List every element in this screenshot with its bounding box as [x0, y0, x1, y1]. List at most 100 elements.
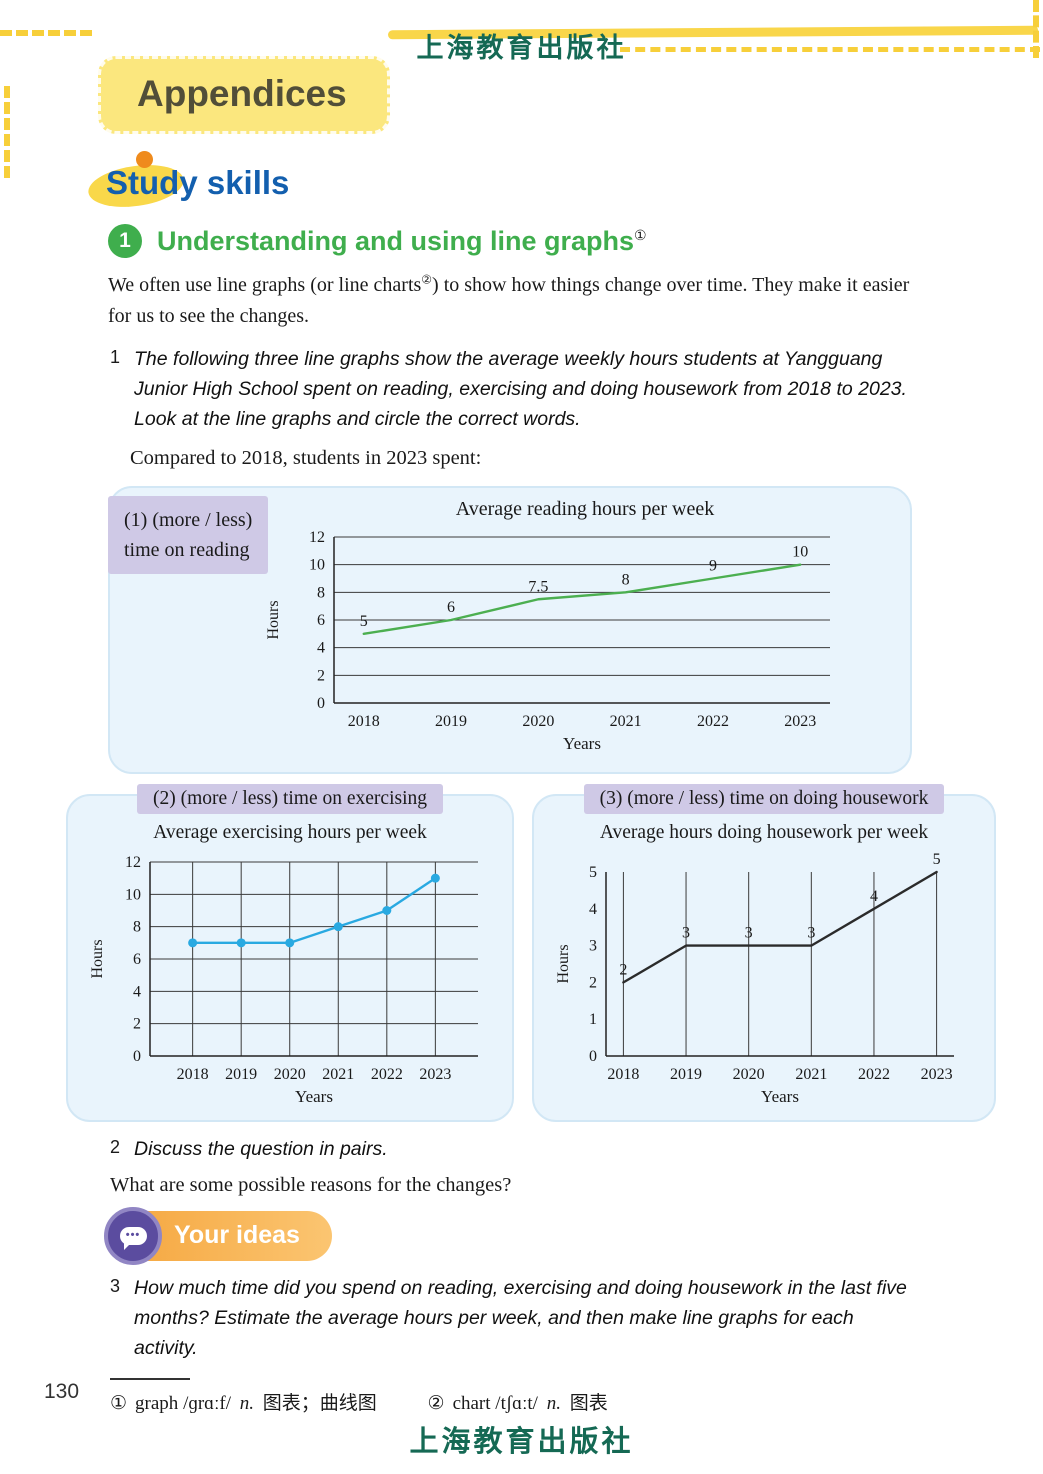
svg-text:2019: 2019	[670, 1066, 702, 1083]
svg-text:10: 10	[125, 886, 141, 903]
decorative-dash-top-left	[0, 30, 92, 36]
task-3-number: 3	[110, 1275, 121, 1296]
option-label-reading-line1: (1) (more / less)	[124, 508, 253, 531]
svg-text:3: 3	[807, 924, 815, 941]
svg-text:2022: 2022	[371, 1066, 403, 1083]
svg-text:9: 9	[709, 557, 717, 574]
svg-text:8: 8	[133, 918, 141, 935]
svg-text:5: 5	[360, 612, 368, 629]
footnote-chart: ② chart /tʃɑːt/ n. 图表	[428, 1393, 608, 1414]
footnote-graph-ipa: /ɡrɑːf/	[183, 1392, 231, 1414]
footnote-chart-meaning: 图表	[569, 1392, 608, 1414]
decorative-dash-left	[4, 86, 10, 178]
svg-text:2021: 2021	[795, 1066, 827, 1083]
exercising-chart-title: Average exercising hours per week	[153, 821, 427, 843]
task-2-number: 2	[110, 1136, 121, 1157]
housework-line-chart: 0 1 2 3 4 5 2018 2019 2020 2021 2022 2023 2 3 3 3 4 5 Hour…	[534, 846, 994, 1108]
svg-text:0: 0	[133, 1048, 141, 1065]
svg-text:6: 6	[447, 599, 455, 616]
task-3: 3 How much time did you spend on reading…	[110, 1273, 922, 1364]
footnote-marker-1: ①	[634, 226, 647, 243]
footnote-chart-marker: ②	[427, 1392, 445, 1414]
page-number: 130	[44, 1380, 80, 1403]
housework-chart-panel: (3) (more / less) time on doing housewor…	[532, 783, 996, 1122]
svg-text:7.5: 7.5	[528, 578, 548, 595]
task-2-instruction: Discuss the question in pairs.	[134, 1137, 388, 1160]
svg-text:2: 2	[317, 667, 325, 684]
footnotes: ① graph /ɡrɑːf/ n. 图表；曲线图 ② chart /tʃɑːt/ …	[110, 1388, 1043, 1415]
publisher-watermark-bottom: 上海教育出版社	[409, 1426, 634, 1458]
task-2-question: What are some possible reasons for the c…	[110, 1173, 512, 1196]
appendices-label: Appendices	[137, 73, 347, 114]
svg-text:6: 6	[317, 612, 325, 629]
charts-row: (2) (more / less) time on exercising Ave…	[66, 783, 1043, 1122]
svg-text:0: 0	[589, 1048, 597, 1065]
svg-text:5: 5	[933, 851, 941, 868]
svg-text:2022: 2022	[858, 1066, 890, 1083]
svg-text:Hours: Hours	[265, 600, 282, 639]
footnote-graph-word: graph	[135, 1392, 179, 1414]
svg-text:2020: 2020	[733, 1066, 765, 1083]
svg-text:2023: 2023	[921, 1066, 953, 1083]
svg-text:2: 2	[133, 1015, 141, 1032]
svg-text:2018: 2018	[348, 713, 380, 730]
section-title: Study skills	[106, 151, 290, 201]
task-3-instruction: How much time did you spend on reading, …	[134, 1276, 907, 1360]
footnote-marker-2: ②	[421, 272, 433, 287]
svg-text:8: 8	[317, 584, 325, 601]
svg-text:10: 10	[309, 556, 325, 573]
exercising-line-chart: 0 2 4 6 8 10 12 2018 2019 2020 2021 2022 2023 Hours Ye…	[68, 846, 512, 1108]
footnote-chart-ipa: /tʃɑːt/	[495, 1392, 538, 1414]
chat-bubbles-icon: •••	[104, 1206, 162, 1265]
footnote-graph: ① graph /ɡrɑːf/ n. 图表；曲线图	[110, 1393, 377, 1414]
svg-text:10: 10	[792, 543, 808, 560]
reading-line-chart: 0 2 4 6 8 10 12 2018 2019 2020 2021 2022 2023 5 6 7.5 8 9…	[260, 523, 910, 760]
reading-chart-panel: (1) (more / less) time on reading Averag…	[108, 485, 912, 774]
publisher-watermark-top: 上海教育出版社	[416, 33, 627, 63]
svg-text:0: 0	[317, 695, 325, 712]
svg-text:2018: 2018	[607, 1066, 639, 1083]
option-label-reading: (1) (more / less) time on reading	[108, 495, 269, 574]
svg-text:3: 3	[589, 937, 597, 954]
exercising-chart-panel: (2) (more / less) time on exercising Ave…	[66, 783, 514, 1122]
svg-text:Hours: Hours	[89, 939, 106, 978]
task-1-prompt: Compared to 2018, students in 2023 spent…	[130, 446, 482, 469]
svg-text:2018: 2018	[177, 1066, 209, 1083]
footnote-divider	[110, 1377, 190, 1380]
intro-text-1: We often use line graphs (or line charts	[108, 274, 422, 296]
svg-text:12: 12	[125, 854, 141, 871]
svg-text:2020: 2020	[522, 713, 554, 730]
svg-text:4: 4	[870, 887, 878, 904]
svg-text:5: 5	[589, 864, 597, 881]
svg-text:2: 2	[619, 961, 627, 978]
lesson-title-text: Understanding and using line graphs	[157, 225, 635, 256]
svg-text:Years: Years	[761, 1087, 799, 1106]
intro-paragraph: We often use line graphs (or line charts…	[108, 270, 924, 332]
svg-text:8: 8	[622, 571, 630, 588]
svg-text:2020: 2020	[274, 1066, 306, 1083]
task-1-number: 1	[110, 347, 121, 367]
intro-text-2: ) to show how things change over time. T…	[108, 274, 910, 327]
footnote-graph-meaning: 图表；曲线图	[262, 1392, 377, 1414]
svg-text:1: 1	[589, 1011, 597, 1028]
svg-text:12: 12	[309, 529, 325, 546]
appendices-tab: Appendices	[98, 56, 390, 134]
footnote-graph-marker: ①	[110, 1392, 128, 1414]
svg-text:4: 4	[133, 983, 141, 1000]
reading-chart-title: Average reading hours per week	[455, 497, 715, 520]
task-1-instruction: The following three line graphs show the…	[134, 348, 907, 431]
decorative-dash-right	[1033, 0, 1039, 58]
svg-text:Years: Years	[295, 1087, 333, 1106]
svg-text:3: 3	[745, 924, 753, 941]
footnote-graph-pos: n.	[239, 1392, 254, 1414]
lesson-number-badge: 1	[108, 224, 142, 258]
option-label-reading-line2: time on reading	[124, 538, 250, 561]
svg-text:2021: 2021	[610, 713, 642, 730]
svg-text:2019: 2019	[435, 713, 467, 730]
svg-text:Years: Years	[563, 734, 601, 753]
svg-text:2023: 2023	[419, 1066, 451, 1083]
svg-text:Hours: Hours	[555, 944, 572, 983]
svg-text:2019: 2019	[225, 1066, 257, 1083]
decorative-dash-top-right	[620, 47, 1040, 52]
svg-text:2021: 2021	[322, 1066, 354, 1083]
